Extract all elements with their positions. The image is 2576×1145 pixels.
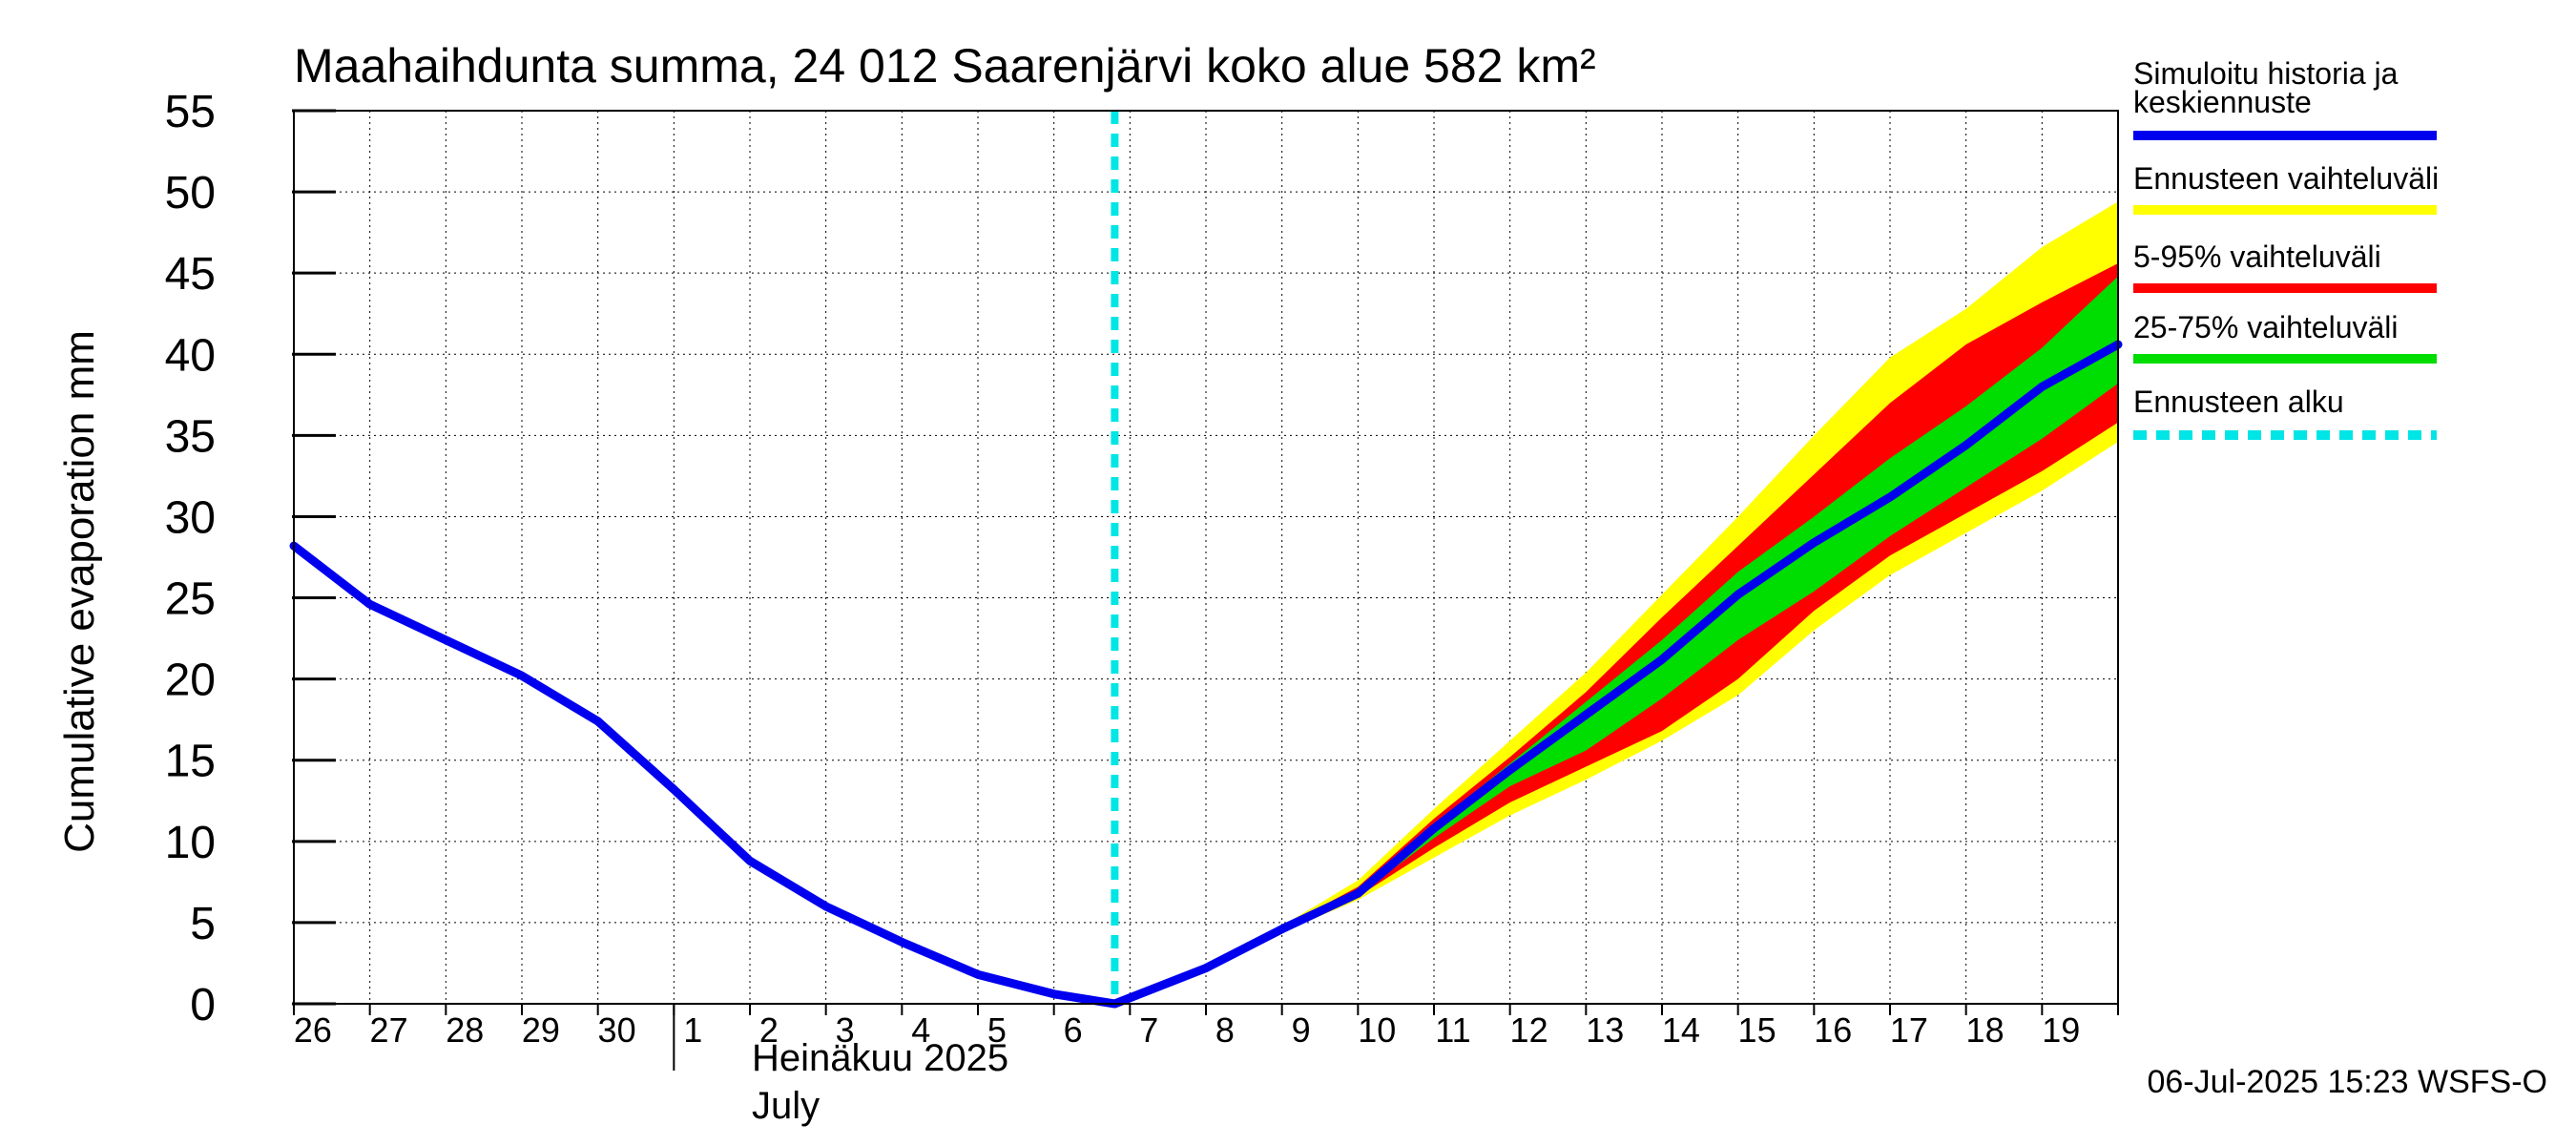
y-tick-label: 35 <box>165 411 216 462</box>
chart-title: Maahaihdunta summa, 24 012 Saarenjärvi k… <box>294 39 1596 93</box>
y-tick-label: 40 <box>165 330 216 381</box>
x-day-label: 28 <box>446 1010 484 1050</box>
y-tick-label: 5 <box>190 899 216 949</box>
x-day-label: 13 <box>1586 1010 1624 1050</box>
x-day-label: 9 <box>1292 1010 1311 1050</box>
x-day-label: 5 <box>987 1010 1007 1050</box>
x-day-label: 10 <box>1358 1010 1396 1050</box>
x-day-label: 15 <box>1738 1010 1776 1050</box>
x-day-label: 3 <box>836 1010 855 1050</box>
x-day-label: 4 <box>911 1010 930 1050</box>
x-day-label: 26 <box>294 1010 332 1050</box>
x-day-label: 2 <box>759 1010 779 1050</box>
grid-lines <box>294 111 2118 1004</box>
legend-label: Simuloitu historia ja <box>2133 56 2399 91</box>
y-tick-label: 0 <box>190 980 216 1030</box>
y-tick-label: 50 <box>165 168 216 219</box>
x-day-label: 14 <box>1662 1010 1700 1050</box>
x-day-label: 19 <box>2042 1010 2080 1050</box>
x-day-label: 12 <box>1510 1010 1548 1050</box>
legend-label: Ennusteen vaihteluväli <box>2133 161 2439 196</box>
y-axis-label: Cumulative evaporation mm <box>56 330 103 853</box>
y-tick-label: 25 <box>165 574 216 625</box>
legend-label: keskiennuste <box>2133 85 2312 119</box>
x-day-label: 30 <box>598 1010 636 1050</box>
x-axis-month-fi: Heinäkuu 2025 <box>752 1037 1008 1079</box>
y-tick-label: 15 <box>165 737 216 787</box>
x-axis: 26 27 28 29 30 1 2 3 4 5 6 7 8 9 10 11 12 13 14 15 16 17 18 19 <box>293 1004 2119 1071</box>
x-day-label: 11 <box>1435 1010 1470 1050</box>
timestamp: 06-Jul-2025 15:23 WSFS-O <box>2147 1064 2547 1100</box>
y-tick-label: 10 <box>165 818 216 868</box>
x-day-label: 18 <box>1966 1010 2005 1050</box>
y-tick-label: 30 <box>165 492 216 543</box>
x-day-label: 17 <box>1890 1010 1928 1050</box>
legend-label: Ennusteen alku <box>2133 385 2344 419</box>
x-day-label: 16 <box>1814 1010 1852 1050</box>
x-day-label: 29 <box>522 1010 560 1050</box>
x-day-label: 1 <box>683 1010 702 1050</box>
median-line-group <box>289 340 2123 1009</box>
plot-area <box>289 110 2123 1009</box>
y-tick-label: 45 <box>165 249 216 300</box>
x-day-label: 8 <box>1215 1010 1235 1050</box>
y-tick-label: 55 <box>165 87 216 137</box>
legend-label: 25-75% vaihteluväli <box>2133 310 2399 344</box>
band-5-95 <box>1114 262 2118 1004</box>
median-line <box>289 340 2123 1009</box>
legend-label: 5-95% vaihteluväli <box>2133 239 2381 274</box>
band-full-range <box>1114 201 2118 1004</box>
forecast-bands <box>1114 201 2118 1004</box>
x-day-label: 6 <box>1064 1010 1083 1050</box>
y-axis: 0 5 10 15 20 25 30 35 40 45 50 55 <box>165 87 336 1030</box>
x-day-label: 27 <box>370 1010 408 1050</box>
y-tick-label: 20 <box>165 656 216 706</box>
x-axis-month-en: July <box>752 1085 820 1127</box>
x-day-label: 7 <box>1139 1010 1158 1050</box>
